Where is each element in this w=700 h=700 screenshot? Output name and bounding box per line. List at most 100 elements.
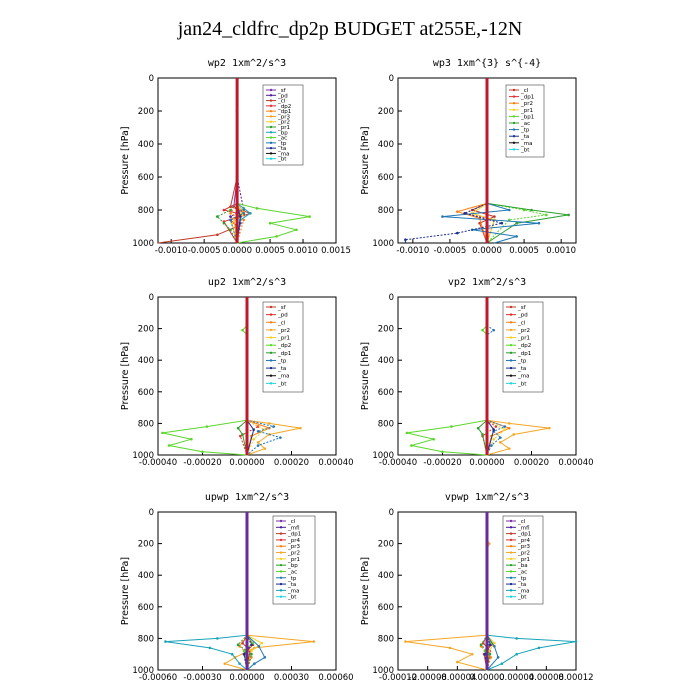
series-point: [190, 437, 193, 441]
legend-label: _dp1: [277, 351, 291, 357]
y-tick-label: 1000: [372, 451, 394, 461]
legend-label: _bt: [277, 381, 287, 387]
y-tick-label: 800: [378, 206, 394, 216]
x-tick-label: -0.0005: [434, 246, 467, 256]
y-tick-label: 0: [389, 74, 394, 84]
x-tick-label: 0.00004: [499, 673, 534, 683]
series-point: [275, 235, 278, 238]
y-tick-label: 600: [138, 603, 154, 613]
x-tick-label: -0.00020: [183, 458, 221, 468]
x-tick-label: 0.00000: [229, 458, 264, 468]
legend-marker: [269, 382, 273, 385]
series-point: [490, 444, 493, 447]
series-point: [507, 447, 511, 450]
series-point: [260, 641, 264, 645]
plot-frame: [157, 77, 337, 244]
legend-marker: [269, 328, 273, 332]
x-tick-label: -0.00008: [409, 673, 447, 683]
series-point: [241, 328, 244, 332]
y-tick-label: 600: [378, 603, 394, 613]
legend-marker: [509, 551, 513, 554]
legend-marker: [509, 313, 513, 316]
legend-marker: [512, 88, 516, 92]
series-point: [503, 428, 507, 432]
series-point: [574, 640, 578, 643]
series-point: [161, 431, 164, 435]
legend-label: _pr1: [520, 108, 533, 114]
legend-marker: [509, 351, 513, 355]
x-tick-label: 0.0010: [288, 246, 318, 256]
legend-label: _pr1: [277, 125, 290, 131]
series-point: [250, 649, 253, 653]
x-tick-label: 0.00030: [274, 673, 309, 683]
series-point: [308, 215, 311, 218]
x-tick-label: -0.00012: [379, 673, 417, 683]
legend-marker: [279, 545, 283, 548]
legend-label: _pd: [277, 313, 288, 319]
legend-marker: [509, 582, 513, 586]
series-point: [236, 643, 240, 647]
series-point: [492, 428, 495, 432]
series-point: [205, 425, 209, 428]
panel-4: vp2 1xm^2/s^3 Pressure [hPa] 0 200 400 600 800…: [360, 277, 594, 468]
y-tick-label: 200: [378, 540, 394, 550]
legend-marker: [269, 157, 273, 160]
x-tick-label: 0.0005: [509, 246, 539, 256]
legend-marker: [512, 115, 516, 118]
legend-marker: [269, 359, 273, 362]
series-point: [238, 662, 241, 665]
series-point: [241, 641, 244, 645]
x-tick-label: -0.00030: [183, 673, 221, 683]
page-title: jan24_cldfrc_dp2p BUDGET at255E,-12N: [177, 18, 523, 40]
series-point: [515, 637, 518, 640]
series-point: [483, 652, 487, 656]
legend-label: _cl: [277, 99, 286, 105]
series-point: [248, 212, 252, 215]
x-tick-label: 0.0010: [546, 246, 576, 256]
series-point: [263, 447, 267, 450]
y-tick-label: 0: [149, 74, 154, 84]
legend-label: _pr2: [517, 551, 530, 557]
series-point: [476, 426, 480, 430]
legend-label: _ma: [287, 588, 299, 594]
legend-label: _dp1: [517, 532, 531, 538]
legend-marker: [509, 382, 513, 385]
y-tick-label: 200: [138, 107, 154, 117]
legend-label: _bt: [287, 595, 297, 601]
legend-marker: [269, 109, 273, 113]
series-point: [216, 233, 219, 237]
series-point: [507, 426, 511, 430]
y-tick-label: 400: [378, 356, 394, 366]
legend-label: _ta: [277, 366, 286, 372]
legend-label: _pr3: [277, 114, 291, 120]
legend-label: _bt: [520, 147, 530, 153]
series-point: [500, 662, 504, 665]
panel-title: vp2 1xm^2/s^3: [448, 277, 526, 288]
legend-marker: [269, 120, 273, 123]
series-point: [229, 208, 232, 212]
y-tick-label: 600: [138, 388, 154, 398]
series-point: [479, 643, 483, 647]
series-point: [250, 652, 253, 656]
panel-title: up2 1xm^2/s^3: [208, 277, 286, 288]
x-tick-label: 0.00060: [318, 673, 353, 683]
series-point: [488, 652, 492, 656]
series-point: [252, 437, 255, 441]
legend-marker: [509, 589, 513, 592]
series-point: [492, 328, 495, 332]
legend-marker: [279, 576, 283, 579]
series-point: [167, 444, 171, 447]
legend-label: _ma: [520, 141, 532, 147]
legend-label: _ta: [287, 582, 296, 588]
legend-marker: [509, 336, 513, 339]
series-point: [500, 221, 504, 225]
legend-marker: [509, 519, 513, 523]
series-point: [410, 444, 413, 447]
y-tick-label: 1000: [132, 239, 154, 249]
y-tick-label: 400: [138, 140, 154, 150]
series-line-ma: [486, 512, 577, 671]
legend-marker: [509, 576, 513, 579]
series-point: [229, 212, 232, 215]
series-point: [256, 444, 260, 447]
